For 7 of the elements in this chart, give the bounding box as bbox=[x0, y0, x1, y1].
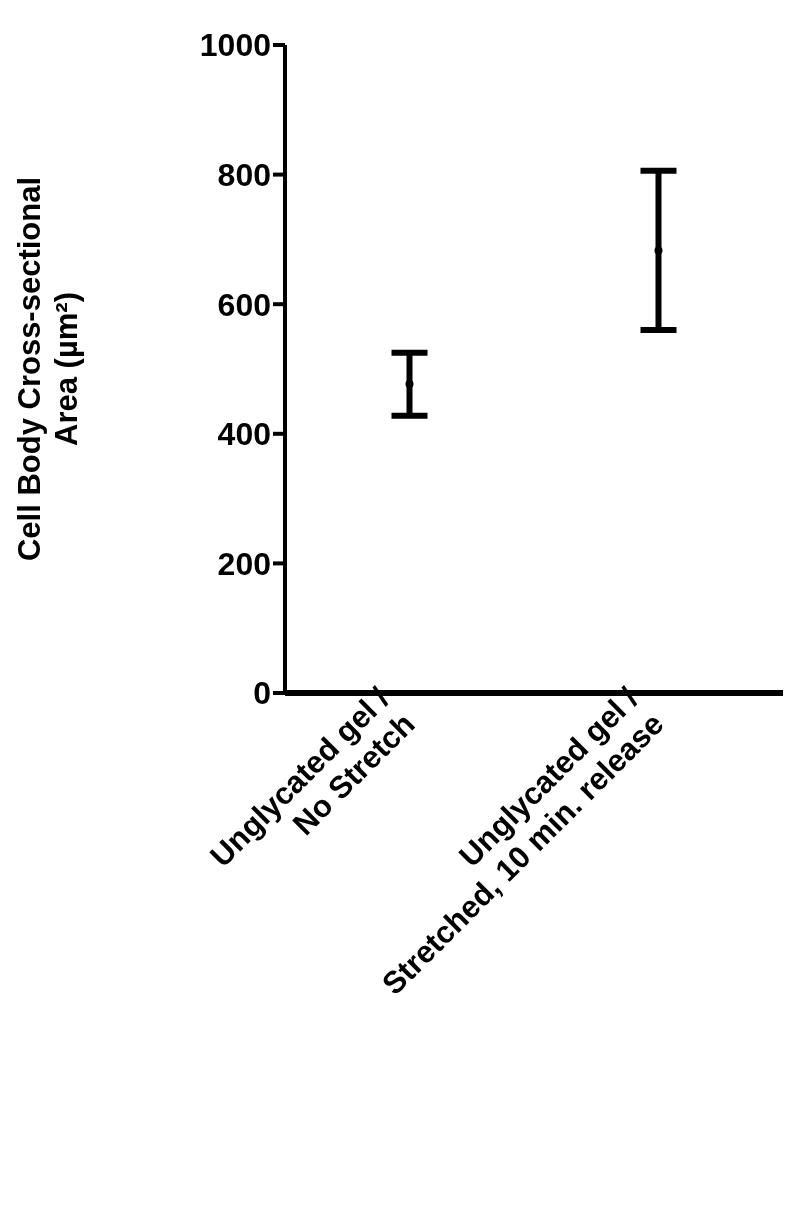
y-tick-label: 200 bbox=[217, 545, 271, 582]
y-tick-label: 400 bbox=[217, 416, 271, 453]
y-axis-title: Cell Body Cross-sectional Area (µm²) bbox=[12, 176, 84, 562]
y-tick-label: 0 bbox=[253, 675, 271, 712]
y-tick-label: 1000 bbox=[199, 27, 271, 64]
y-tick-label: 800 bbox=[217, 156, 271, 193]
y-tick-label: 600 bbox=[217, 286, 271, 323]
